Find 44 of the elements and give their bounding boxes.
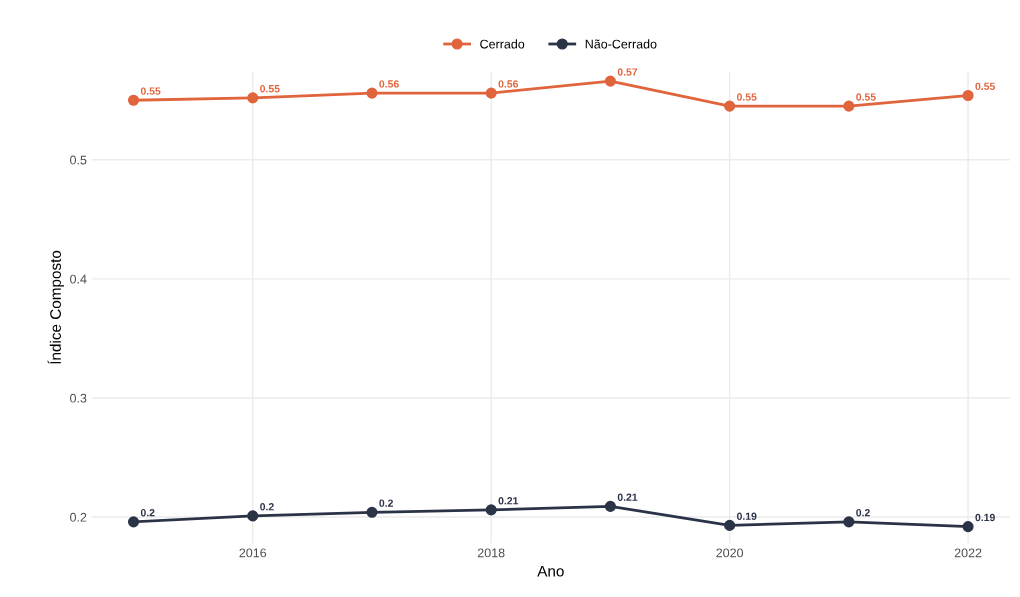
data-label: 0.57 (617, 68, 638, 76)
point (247, 510, 259, 522)
data-label: 0.55 (140, 87, 161, 95)
x-tick-label: 2018 (477, 548, 505, 558)
point (604, 75, 616, 87)
point (485, 504, 497, 516)
data-label: 0.2 (260, 503, 274, 511)
point (843, 516, 855, 528)
point (604, 500, 616, 512)
point (724, 519, 736, 531)
y-tick-label: 0.4 (70, 274, 87, 284)
point (127, 94, 140, 106)
data-label: 0.21 (498, 497, 519, 505)
data-label: 0.21 (617, 493, 638, 501)
point (485, 87, 497, 99)
point (843, 100, 855, 112)
data-label: 0.55 (856, 93, 876, 101)
data-label: 0.2 (856, 509, 870, 517)
data-label: 0.2 (140, 509, 155, 517)
point (127, 516, 140, 528)
data-label: 0.55 (736, 93, 757, 101)
point (366, 506, 378, 518)
data-label: 0.2 (379, 499, 393, 507)
y-tick-label: 0.3 (70, 393, 87, 403)
data-label: 0.55 (975, 82, 995, 91)
x-axis-title: Ano (537, 565, 564, 577)
y-tick-label: 0.2 (70, 512, 87, 522)
point (724, 100, 736, 112)
data-label: 0.56 (498, 80, 519, 88)
legend-label: Cerrado (480, 39, 525, 49)
data-label: 0.19 (975, 513, 995, 522)
x-tick-label: 2022 (954, 548, 982, 558)
x-tick-label: 2020 (716, 548, 744, 558)
data-label: 0.19 (736, 512, 757, 520)
point (962, 89, 974, 102)
y-tick-label: 0.5 (70, 155, 87, 165)
legend-label: Não-Cerrado (585, 39, 657, 49)
y-axis-title: Índice Composto (47, 250, 65, 364)
point (247, 92, 259, 104)
x-tick-label: 2016 (239, 548, 267, 558)
data-label: 0.55 (260, 85, 280, 93)
point (962, 521, 974, 533)
point (366, 87, 378, 99)
data-label: 0.56 (379, 80, 399, 88)
